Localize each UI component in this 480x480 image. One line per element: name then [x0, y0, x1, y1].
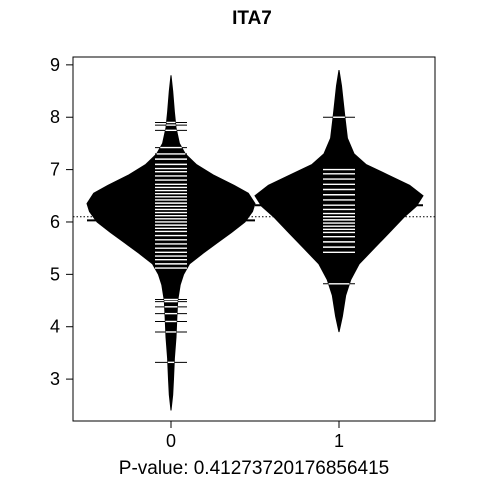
x-axis-label: P-value: 0.41273720176856415	[119, 458, 389, 479]
x-tick-label: 1	[334, 431, 344, 451]
chart-title: ITA7	[232, 8, 272, 29]
y-tick-label: 7	[50, 160, 60, 180]
x-tick-label: 0	[166, 431, 176, 451]
y-tick-label: 8	[50, 107, 60, 127]
y-tick-label: 6	[50, 212, 60, 232]
bean-1	[254, 70, 424, 333]
plot-area	[73, 70, 435, 411]
y-tick-label: 9	[50, 55, 60, 75]
y-tick-label: 4	[50, 317, 60, 337]
bean-0	[86, 75, 256, 411]
y-tick-label: 5	[50, 264, 60, 284]
plot-frame	[72, 56, 436, 422]
axes: 0 1 3 4 5 6 7 8 9	[50, 55, 344, 451]
y-tick-label: 3	[50, 369, 60, 389]
